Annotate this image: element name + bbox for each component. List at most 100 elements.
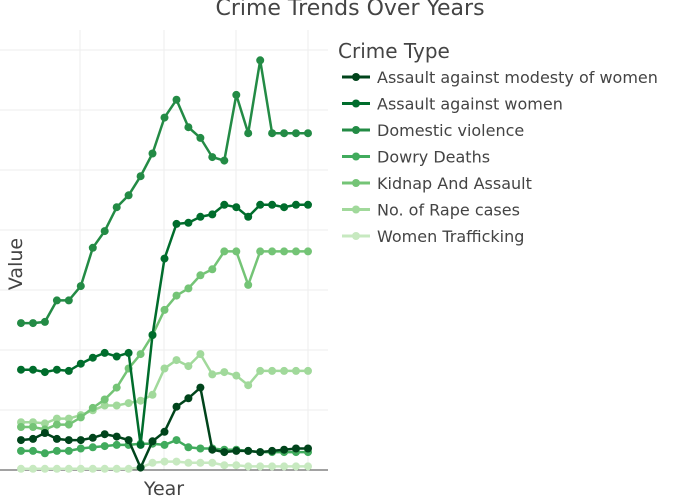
data-point-1-13[interactable] [172,219,181,228]
data-point-5-8[interactable] [112,401,121,410]
data-point-5-23[interactable] [292,366,300,375]
data-point-5-9[interactable] [124,399,133,408]
data-point-2-4[interactable] [64,296,73,305]
data-point-2-2[interactable] [40,317,49,326]
data-point-1-21[interactable] [268,200,277,209]
data-point-0-19[interactable] [244,446,253,455]
data-point-4-20[interactable] [256,247,265,256]
data-point-1-14[interactable] [184,218,193,227]
data-point-0-8[interactable] [112,432,121,441]
data-point-4-5[interactable] [76,413,85,422]
data-point-4-12[interactable] [160,305,169,314]
data-point-0-21[interactable] [268,446,277,455]
data-point-2-10[interactable] [136,172,145,181]
data-point-6-1[interactable] [29,464,37,473]
data-point-4-6[interactable] [88,403,97,412]
data-point-1-5[interactable] [76,359,85,368]
data-point-5-4[interactable] [64,414,73,423]
data-point-2-6[interactable] [88,243,97,252]
data-point-5-11[interactable] [148,390,157,399]
data-point-2-23[interactable] [292,129,300,138]
data-point-1-9[interactable] [124,348,133,357]
data-point-0-4[interactable] [64,436,73,445]
data-point-3-6[interactable] [88,443,97,452]
data-point-0-17[interactable] [220,448,229,457]
data-point-5-13[interactable] [172,356,181,365]
data-point-4-7[interactable] [100,395,109,404]
data-point-4-22[interactable] [280,247,289,256]
data-point-2-19[interactable] [244,129,253,138]
data-point-1-11[interactable] [148,331,157,339]
data-point-5-16[interactable] [208,370,217,379]
legend-item-4[interactable]: Kidnap And Assault [342,174,532,193]
data-point-2-7[interactable] [100,227,109,236]
data-point-5-15[interactable] [196,350,205,359]
data-point-5-10[interactable] [136,396,145,405]
data-point-3-13[interactable] [172,436,181,445]
data-point-2-15[interactable] [196,133,205,142]
data-point-0-16[interactable] [208,445,217,454]
data-point-1-19[interactable] [244,212,253,221]
data-point-0-12[interactable] [160,427,169,436]
data-point-0-20[interactable] [256,448,265,457]
data-point-0-0[interactable] [17,436,25,445]
data-point-1-17[interactable] [220,200,229,209]
data-point-1-2[interactable] [40,368,49,377]
data-point-1-18[interactable] [232,203,241,212]
data-point-1-3[interactable] [52,365,61,374]
data-point-6-7[interactable] [100,464,109,473]
data-point-2-18[interactable] [232,90,241,99]
data-point-4-1[interactable] [29,423,37,431]
data-point-4-17[interactable] [220,247,229,256]
data-point-4-4[interactable] [64,420,73,429]
data-point-0-6[interactable] [88,433,97,442]
data-point-0-18[interactable] [232,446,241,455]
data-point-6-4[interactable] [64,464,73,473]
data-point-4-8[interactable] [112,383,121,392]
data-point-5-2[interactable] [40,419,49,428]
data-point-5-21[interactable] [268,366,277,375]
data-point-1-6[interactable] [88,353,97,362]
data-point-6-9[interactable] [124,464,133,473]
data-point-6-21[interactable] [268,462,277,471]
data-point-1-23[interactable] [292,200,300,209]
data-point-2-11[interactable] [148,149,157,158]
data-point-3-7[interactable] [100,442,109,451]
data-point-6-0[interactable] [17,464,25,473]
data-point-0-23[interactable] [292,444,300,453]
data-point-1-12[interactable] [160,254,169,263]
data-point-1-20[interactable] [256,200,265,209]
data-point-3-4[interactable] [64,446,73,455]
data-point-6-5[interactable] [76,464,85,473]
data-point-4-0[interactable] [17,423,25,431]
data-point-2-22[interactable] [280,129,289,138]
data-point-6-16[interactable] [208,458,217,467]
legend-item-5[interactable]: No. of Rape cases [342,201,520,220]
data-point-6-19[interactable] [244,462,253,471]
data-point-2-5[interactable] [76,282,85,291]
data-point-5-14[interactable] [184,362,193,371]
legend-item-2[interactable]: Domestic violence [342,121,524,140]
data-point-2-24[interactable] [304,129,312,138]
data-point-5-19[interactable] [244,381,253,390]
data-point-4-23[interactable] [292,247,300,256]
data-point-2-1[interactable] [29,319,37,328]
data-point-6-23[interactable] [292,462,300,471]
data-point-0-24[interactable] [304,444,312,453]
data-point-0-11[interactable] [148,437,157,446]
data-point-2-21[interactable] [268,129,277,138]
data-point-2-14[interactable] [184,123,193,132]
data-point-2-3[interactable] [52,296,61,305]
data-point-6-11[interactable] [148,458,157,467]
data-point-6-3[interactable] [52,464,61,473]
data-point-6-13[interactable] [172,457,181,466]
data-point-0-22[interactable] [280,445,289,454]
data-point-0-10[interactable] [136,463,145,472]
data-point-2-17[interactable] [220,156,229,165]
legend-item-0[interactable]: Assault against modesty of women [342,68,658,87]
data-point-2-13[interactable] [172,95,181,104]
data-point-6-22[interactable] [280,462,289,471]
data-point-1-15[interactable] [196,212,205,221]
data-point-3-3[interactable] [52,446,61,455]
data-point-6-20[interactable] [256,462,265,471]
